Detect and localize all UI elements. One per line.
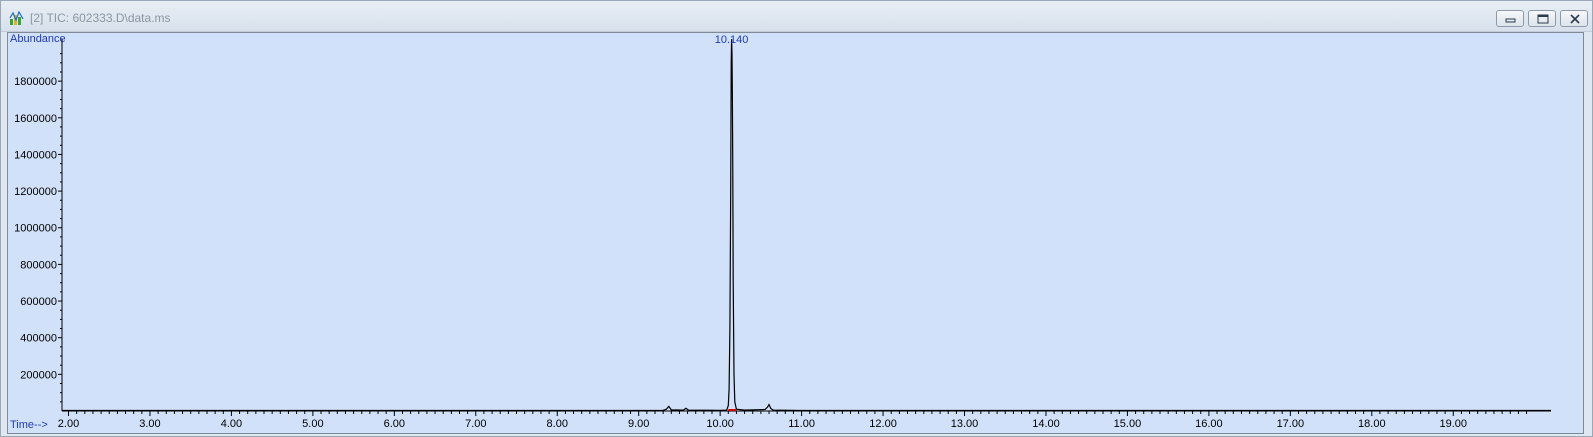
x-tick-label: 6.00 xyxy=(384,418,405,430)
chart-axes xyxy=(61,39,1551,412)
y-tick-label: 800000 xyxy=(20,259,57,271)
y-tick-label: 600000 xyxy=(20,296,57,308)
y-tick-label: 400000 xyxy=(20,333,57,345)
chromatogram-chart[interactable]: Abundance Time--> 200000 400000 600000 8000… xyxy=(8,33,1583,433)
y-tick-label: 1000000 xyxy=(14,223,57,235)
x-tick-label: 8.00 xyxy=(547,418,568,430)
minimize-button[interactable] xyxy=(1496,10,1524,27)
window-title: [2] TIC: 602333.D\data.ms xyxy=(30,11,171,25)
x-axis-ticks: 2.00 3.00 4.00 5.00 6.00 7.00 8.00 9.00 10.00 11.… xyxy=(58,411,1528,430)
tic-series-line xyxy=(62,38,1551,412)
restore-icon xyxy=(1537,14,1549,24)
x-tick-label: 10.00 xyxy=(706,418,734,430)
x-tick-label: 12.00 xyxy=(869,418,897,430)
x-tick-label: 5.00 xyxy=(302,418,323,430)
x-tick-label: 7.00 xyxy=(465,418,486,430)
x-tick-label: 18.00 xyxy=(1358,418,1386,430)
chromatogram-app-icon xyxy=(9,11,24,25)
x-tick-label: 17.00 xyxy=(1277,418,1305,430)
x-tick-label: 15.00 xyxy=(1114,418,1142,430)
x-tick-label: 2.00 xyxy=(58,418,79,430)
x-tick-label: 16.00 xyxy=(1195,418,1223,430)
y-axis-ticks: 200000 400000 600000 800000 1000000 1200000 14… xyxy=(14,53,62,403)
tic-trace xyxy=(62,38,1551,412)
peak-annotations: 10.140 xyxy=(715,34,749,46)
y-tick-label: 1200000 xyxy=(14,186,57,198)
minimize-icon xyxy=(1505,18,1516,23)
title-bar[interactable]: [2] TIC: 602333.D\data.ms xyxy=(1,1,1592,32)
restore-button[interactable] xyxy=(1528,10,1556,27)
x-tick-label: 13.00 xyxy=(951,418,979,430)
peak-label: 10.140 xyxy=(715,34,749,46)
x-tick-label: 19.00 xyxy=(1439,418,1467,430)
close-icon xyxy=(1570,14,1580,24)
y-tick-label: 1600000 xyxy=(14,113,57,125)
y-axis-label: Abundance xyxy=(10,33,66,45)
close-button[interactable] xyxy=(1560,10,1588,27)
x-tick-label: 3.00 xyxy=(139,418,160,430)
y-tick-label: 200000 xyxy=(20,369,57,381)
y-tick-label: 1800000 xyxy=(14,76,57,88)
x-tick-label: 4.00 xyxy=(221,418,242,430)
x-tick-label: 14.00 xyxy=(1032,418,1060,430)
x-tick-label: 11.00 xyxy=(788,418,815,430)
x-axis-label: Time--> xyxy=(10,419,48,431)
x-tick-label: 9.00 xyxy=(628,418,649,430)
chromatogram-plot[interactable]: Abundance Time--> 200000 400000 600000 8000… xyxy=(7,32,1584,434)
y-tick-label: 1400000 xyxy=(14,149,57,161)
